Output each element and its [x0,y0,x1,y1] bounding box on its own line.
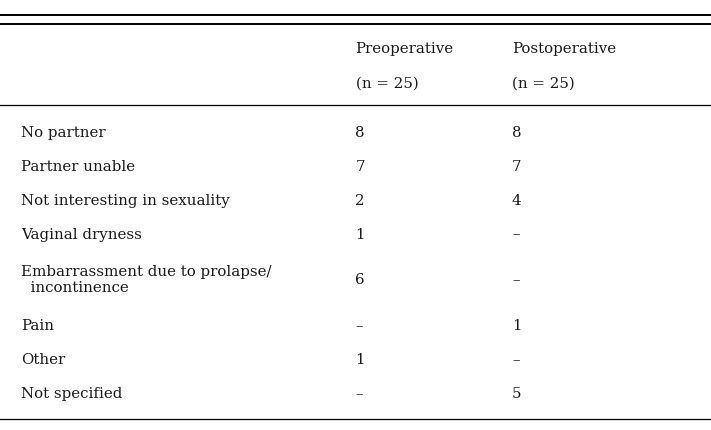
Text: (n = 25): (n = 25) [512,77,574,91]
Text: –: – [512,227,520,242]
Text: –: – [512,353,520,367]
Text: 8: 8 [356,126,365,140]
Text: 7: 7 [512,160,521,174]
Text: 1: 1 [356,353,365,367]
Text: Not specified: Not specified [21,387,123,401]
Text: No partner: No partner [21,126,106,140]
Text: Partner unable: Partner unable [21,160,136,174]
Text: (n = 25): (n = 25) [356,77,418,91]
Text: 2: 2 [356,194,365,208]
Text: Postoperative: Postoperative [512,43,616,56]
Text: Preoperative: Preoperative [356,43,454,56]
Text: 4: 4 [512,194,522,208]
Text: 6: 6 [356,273,365,287]
Text: Embarrassment due to prolapse/
  incontinence: Embarrassment due to prolapse/ incontine… [21,265,272,295]
Text: 1: 1 [512,319,521,333]
Text: Pain: Pain [21,319,54,333]
Text: Vaginal dryness: Vaginal dryness [21,227,142,242]
Text: 7: 7 [356,160,365,174]
Text: 5: 5 [512,387,521,401]
Text: 8: 8 [512,126,522,140]
Text: –: – [356,387,363,401]
Text: 1: 1 [356,227,365,242]
Text: –: – [512,273,520,287]
Text: –: – [356,319,363,333]
Text: Other: Other [21,353,65,367]
Text: Not interesting in sexuality: Not interesting in sexuality [21,194,230,208]
